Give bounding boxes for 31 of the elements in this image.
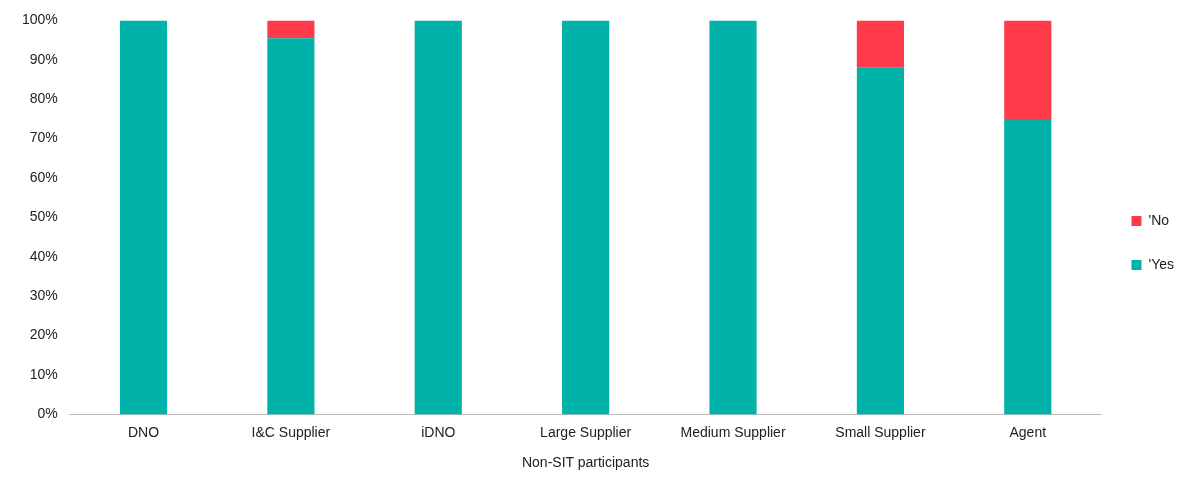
bar	[414, 20, 462, 415]
x-tick-label: I&C Supplier	[251, 423, 331, 440]
x-tick-label: Small Supplier	[835, 423, 926, 440]
bar	[267, 20, 315, 39]
x-tick-label: iDNO	[421, 423, 456, 440]
y-tick-label: 50%	[29, 208, 58, 225]
bar	[1004, 20, 1052, 119]
bar	[1004, 118, 1052, 415]
legend-label: 'No	[1148, 211, 1170, 228]
y-tick-label: 40%	[29, 247, 58, 264]
bar	[562, 20, 610, 415]
x-tick-label: Large Supplier	[540, 423, 632, 440]
y-tick-label: 10%	[29, 365, 58, 382]
bar	[856, 67, 904, 415]
bar	[119, 20, 168, 415]
bar	[267, 38, 315, 415]
y-tick-label: 0%	[37, 405, 58, 422]
y-tick-label: 80%	[29, 90, 58, 107]
bar	[856, 20, 904, 68]
y-tick-label: 30%	[29, 287, 58, 304]
legend-label: 'Yes	[1148, 255, 1174, 272]
y-tick-label: 70%	[29, 129, 58, 146]
x-tick-label: Medium Supplier	[680, 423, 786, 440]
y-tick-label: 60%	[29, 168, 58, 185]
x-tick-label: Agent	[1009, 423, 1047, 440]
bar	[709, 20, 757, 415]
y-tick-label: 90%	[29, 50, 58, 67]
y-tick-label: 100%	[21, 11, 58, 28]
y-tick-label: 20%	[29, 326, 58, 343]
x-axis-title: Non-SIT participants	[521, 454, 650, 471]
x-tick-label: DNO	[127, 423, 160, 440]
